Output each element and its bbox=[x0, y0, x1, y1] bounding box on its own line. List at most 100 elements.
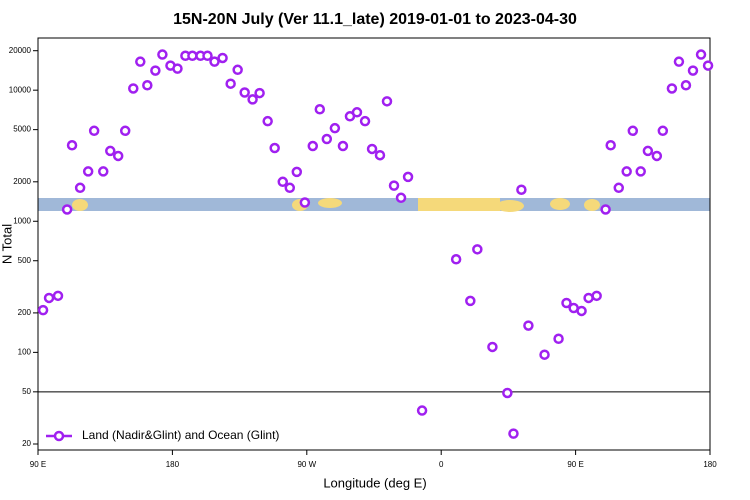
point bbox=[105, 145, 116, 157]
x-tick-label: 0 bbox=[439, 460, 444, 469]
y-tick-label: 50 bbox=[22, 387, 31, 396]
point bbox=[359, 115, 371, 127]
point bbox=[576, 305, 587, 317]
x-tick-label: 180 bbox=[703, 460, 717, 469]
point bbox=[112, 150, 124, 162]
point bbox=[321, 133, 333, 145]
x-tick-label: 90 W bbox=[297, 460, 316, 469]
x-tick-label: 90 E bbox=[567, 460, 583, 469]
point bbox=[209, 56, 220, 67]
point bbox=[52, 290, 64, 302]
point bbox=[269, 142, 280, 154]
y-tick-label: 500 bbox=[18, 256, 32, 265]
point bbox=[374, 149, 386, 161]
point bbox=[187, 50, 198, 62]
point bbox=[465, 295, 476, 307]
point bbox=[621, 166, 632, 177]
point bbox=[395, 192, 407, 204]
point bbox=[687, 65, 699, 76]
point bbox=[314, 104, 326, 115]
y-axis-label: N Total bbox=[0, 224, 14, 264]
x-tick-label: 180 bbox=[166, 460, 180, 469]
y-tick-label: 20000 bbox=[9, 46, 32, 55]
point bbox=[627, 125, 639, 137]
point bbox=[43, 292, 55, 304]
point bbox=[635, 166, 646, 177]
point bbox=[202, 50, 213, 62]
y-tick-label: 100 bbox=[18, 347, 32, 356]
point bbox=[277, 176, 289, 188]
point bbox=[657, 125, 669, 137]
point bbox=[702, 60, 714, 71]
point bbox=[232, 64, 243, 76]
point bbox=[600, 204, 611, 215]
land-area bbox=[418, 198, 500, 211]
point bbox=[539, 349, 550, 360]
point bbox=[291, 166, 303, 178]
y-tick-label: 2000 bbox=[13, 177, 31, 186]
point bbox=[695, 49, 707, 60]
point bbox=[119, 125, 131, 137]
legend-label: Land (Nadir&Glint) and Ocean (Glint) bbox=[82, 428, 279, 442]
point bbox=[98, 166, 109, 177]
point bbox=[388, 180, 400, 191]
y-tick-label: 20 bbox=[22, 439, 31, 448]
point bbox=[172, 63, 183, 74]
point bbox=[128, 83, 139, 94]
point bbox=[150, 65, 161, 76]
point bbox=[402, 171, 414, 183]
point bbox=[472, 244, 483, 255]
ocean-band bbox=[38, 198, 710, 211]
point bbox=[337, 140, 349, 152]
point bbox=[508, 428, 519, 439]
point bbox=[613, 182, 625, 194]
point bbox=[135, 56, 146, 67]
land-area bbox=[550, 198, 570, 210]
point bbox=[523, 320, 534, 331]
point bbox=[561, 297, 572, 309]
point bbox=[254, 87, 265, 99]
point bbox=[487, 341, 498, 353]
point bbox=[591, 290, 602, 302]
y-tick-label: 200 bbox=[18, 308, 32, 317]
point bbox=[61, 204, 73, 215]
land-area bbox=[318, 198, 342, 208]
chart-title: 15N-20N July (Ver 11.1_late) 2019-01-01 … bbox=[173, 11, 577, 28]
point bbox=[247, 94, 258, 105]
point bbox=[66, 140, 78, 151]
y-tick-label: 5000 bbox=[13, 125, 31, 134]
point bbox=[416, 405, 428, 416]
land-area bbox=[584, 199, 600, 211]
point bbox=[605, 140, 616, 151]
point bbox=[307, 140, 319, 152]
plot-frame bbox=[37, 37, 711, 451]
point bbox=[262, 115, 273, 127]
point bbox=[157, 49, 168, 60]
y-tick-label: 10000 bbox=[9, 85, 32, 94]
point bbox=[82, 166, 94, 177]
point bbox=[88, 125, 100, 137]
point bbox=[37, 304, 49, 316]
point bbox=[502, 387, 513, 399]
point bbox=[680, 80, 692, 91]
point bbox=[74, 182, 86, 194]
point bbox=[450, 254, 462, 265]
point bbox=[583, 292, 594, 304]
point bbox=[673, 56, 685, 67]
point bbox=[642, 145, 654, 157]
point bbox=[381, 96, 393, 107]
point bbox=[142, 80, 153, 91]
point bbox=[225, 78, 236, 89]
point bbox=[651, 150, 663, 162]
point bbox=[217, 52, 228, 64]
point bbox=[366, 143, 378, 155]
point bbox=[516, 184, 527, 195]
x-axis-label: Longitude (deg E) bbox=[323, 475, 426, 490]
x-tick-label: 90 E bbox=[30, 460, 46, 469]
point bbox=[284, 182, 296, 194]
y-tick-label: 1000 bbox=[13, 216, 31, 225]
point bbox=[239, 87, 250, 98]
land-area bbox=[72, 199, 88, 211]
